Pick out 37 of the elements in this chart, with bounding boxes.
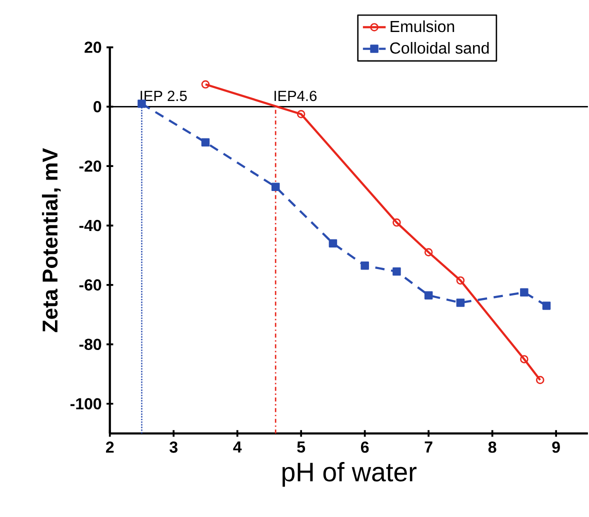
point [542, 301, 551, 310]
y-tick-label: 0 [94, 100, 102, 112]
point [520, 288, 528, 296]
point [201, 80, 210, 88]
point [271, 182, 280, 191]
point [520, 354, 528, 364]
point [424, 291, 433, 300]
x-tick-label: 4 [233, 441, 242, 452]
legend-label: Emulsion [390, 20, 454, 32]
y-tick-label: 20 [84, 41, 102, 53]
point [424, 248, 433, 256]
y-tick-label: -60 [79, 279, 102, 290]
x-tick-label: 2 [106, 441, 114, 452]
point [392, 267, 401, 276]
point [456, 298, 465, 307]
x-tick-label: 3 [170, 441, 178, 453]
y-tick-label: -100 [70, 398, 102, 410]
x-tick-label: 7 [424, 441, 432, 452]
point [456, 276, 465, 284]
point [201, 138, 210, 146]
x-tick-label: 5 [297, 441, 306, 452]
point [328, 239, 338, 248]
point [536, 376, 544, 384]
ref-line-label: IEP 2.5 [140, 90, 187, 101]
x-tick-label: 9 [552, 441, 560, 453]
y-tick-label: -20 [79, 160, 102, 172]
point [392, 218, 401, 226]
y-axis-title: Zeta Potential, mV [42, 148, 61, 332]
point [360, 261, 369, 270]
x-tick-label: 6 [360, 441, 369, 453]
point [296, 110, 306, 118]
legend-label: Colloidal sand [390, 42, 489, 54]
y-tick-label: -80 [79, 338, 102, 350]
x-axis-title: pH of water [282, 462, 417, 487]
y-tick-label: -40 [79, 220, 102, 231]
ref-line-label: IEP4.6 [274, 90, 317, 101]
x-tick-label: 8 [488, 441, 496, 453]
